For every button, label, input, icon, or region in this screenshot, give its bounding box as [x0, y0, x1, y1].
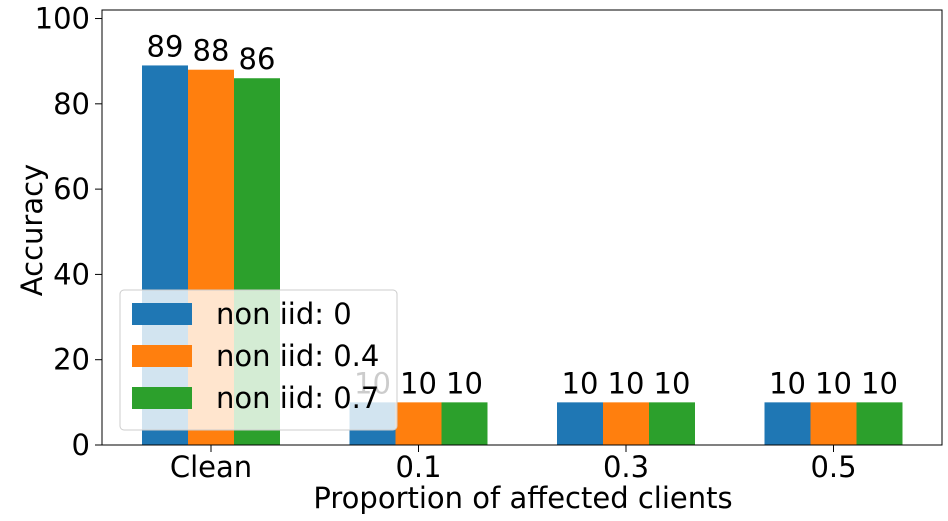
bar-value-label: 10 — [400, 366, 437, 400]
bar-value-label: 88 — [193, 34, 230, 68]
bar-value-label: 10 — [654, 366, 691, 400]
bar — [764, 402, 811, 445]
legend-label: non iid: 0 — [216, 297, 352, 331]
bar-value-label: 10 — [608, 366, 645, 400]
bar-value-label: 10 — [769, 366, 806, 400]
y-tick-label: 40 — [53, 257, 90, 291]
y-axis-ticks: 0 20 40 60 80 100 — [35, 2, 102, 462]
bar — [557, 402, 603, 445]
bar-value-label: 10 — [446, 366, 483, 400]
bar-value-label: 10 — [562, 366, 599, 400]
legend-swatch — [132, 345, 192, 367]
y-tick-label: 60 — [53, 172, 90, 206]
legend: non iid: 0 non iid: 0.4 non iid: 0.7 — [119, 289, 398, 431]
legend-label: non iid: 0.4 — [216, 339, 379, 373]
x-tick-label: 0.1 — [395, 450, 441, 484]
legend-label: non iid: 0.7 — [216, 381, 379, 415]
bar-value-label: 86 — [239, 42, 276, 76]
bar — [856, 402, 903, 445]
y-axis-label: Accuracy — [15, 164, 49, 296]
y-tick-label: 0 — [72, 428, 90, 462]
x-tick-label: 0.5 — [810, 450, 856, 484]
bar — [810, 402, 857, 445]
bar-value-label: 10 — [861, 366, 898, 400]
y-tick-label: 20 — [53, 343, 90, 377]
bar-value-label: 89 — [147, 29, 184, 63]
x-axis-ticks: Clean 0.1 0.3 0.5 — [170, 445, 857, 484]
legend-swatch — [132, 303, 192, 325]
y-tick-label: 80 — [53, 87, 90, 121]
bar — [441, 402, 488, 445]
plot-area-frame — [101, 9, 943, 446]
bar — [649, 402, 695, 445]
x-tick-label: Clean — [170, 450, 252, 484]
bar — [603, 402, 649, 445]
x-tick-label: 0.3 — [603, 450, 649, 484]
legend-items: non iid: 0 non iid: 0.4 non iid: 0.7 — [132, 297, 379, 415]
legend-swatch — [132, 387, 192, 409]
bar-value-label: 10 — [815, 366, 852, 400]
x-axis-label: Proportion of affected clients — [313, 481, 732, 515]
bar — [395, 402, 442, 445]
y-tick-label: 100 — [35, 2, 90, 36]
